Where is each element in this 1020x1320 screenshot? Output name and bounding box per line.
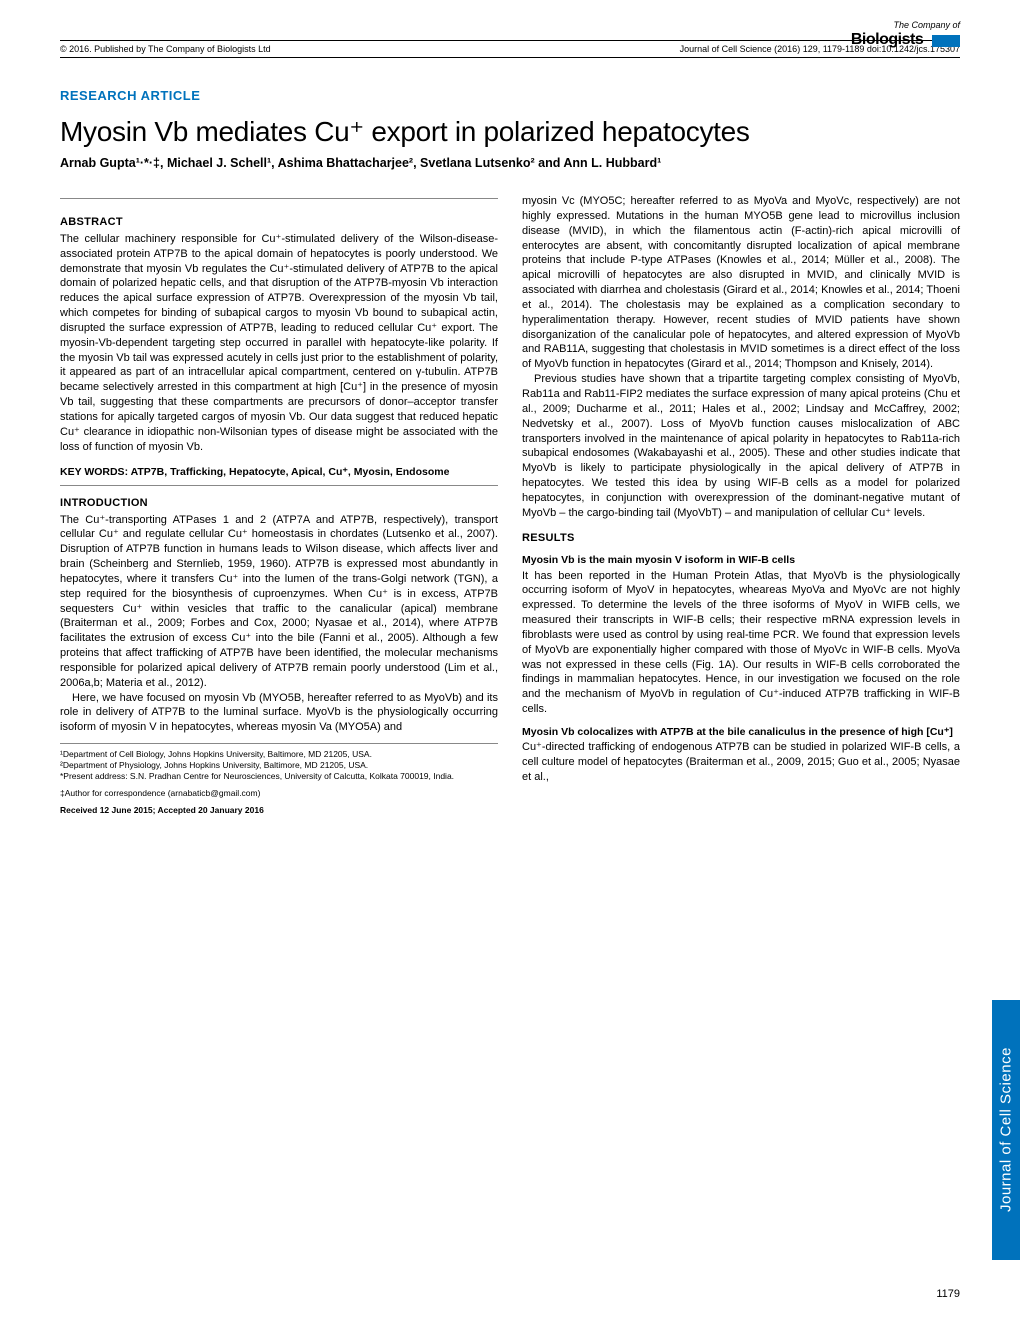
- received-accepted: Received 12 June 2015; Accepted 20 Janua…: [60, 805, 498, 816]
- affiliations-block: ¹Department of Cell Biology, Johns Hopki…: [60, 743, 498, 816]
- copyright-text: © 2016. Published by The Company of Biol…: [60, 44, 271, 54]
- intro-heading: INTRODUCTION: [60, 496, 498, 511]
- col2-p2: Previous studies have shown that a tripa…: [522, 372, 960, 520]
- logo-line1: The Company of: [893, 20, 960, 30]
- abstract-block: ABSTRACT The cellular machinery responsi…: [60, 198, 498, 486]
- intro-p2: Here, we have focused on myosin Vb (MYO5…: [60, 691, 498, 736]
- author-list: Arnab Gupta¹·*·‡, Michael J. Schell¹, As…: [60, 156, 960, 170]
- keywords: KEY WORDS: ATP7B, Trafficking, Hepatocyt…: [60, 465, 498, 486]
- abstract-heading: ABSTRACT: [60, 215, 498, 230]
- page: The Company of Biologists © 2016. Publis…: [0, 0, 1020, 1320]
- present-address: *Present address: S.N. Pradhan Centre fo…: [60, 771, 498, 782]
- article-title: Myosin Vb mediates Cu⁺ export in polariz…: [60, 115, 960, 148]
- page-number: 1179: [936, 1288, 960, 1300]
- header-bar: © 2016. Published by The Company of Biol…: [60, 40, 960, 58]
- correspondence: ‡Author for correspondence (arnabaticb@g…: [60, 788, 498, 799]
- results-sub2-head: Myosin Vb colocalizes with ATP7B at the …: [522, 725, 960, 739]
- results-sub1-head: Myosin Vb is the main myosin V isoform i…: [522, 553, 960, 567]
- abstract-text: The cellular machinery responsible for C…: [60, 232, 498, 455]
- results-sub1-text: It has been reported in the Human Protei…: [522, 569, 960, 717]
- body-columns: ABSTRACT The cellular machinery responsi…: [60, 194, 960, 816]
- affiliation-1: ¹Department of Cell Biology, Johns Hopki…: [60, 749, 498, 760]
- logo-line2: Biologists: [851, 31, 923, 48]
- col2-p1: myosin Vc (MYO5C; hereafter referred to …: [522, 194, 960, 372]
- affiliation-2: ²Department of Physiology, Johns Hopkins…: [60, 760, 498, 771]
- publisher-logo: The Company of Biologists: [851, 20, 960, 49]
- logo-mark: [932, 35, 960, 47]
- article-type: RESEARCH ARTICLE: [60, 88, 960, 103]
- results-heading: RESULTS: [522, 531, 960, 546]
- journal-side-tab: Journal of Cell Science: [992, 1000, 1020, 1260]
- intro-p1: The Cu⁺-transporting ATPases 1 and 2 (AT…: [60, 513, 498, 691]
- results-sub2-text: Cu⁺-directed trafficking of endogenous A…: [522, 740, 960, 785]
